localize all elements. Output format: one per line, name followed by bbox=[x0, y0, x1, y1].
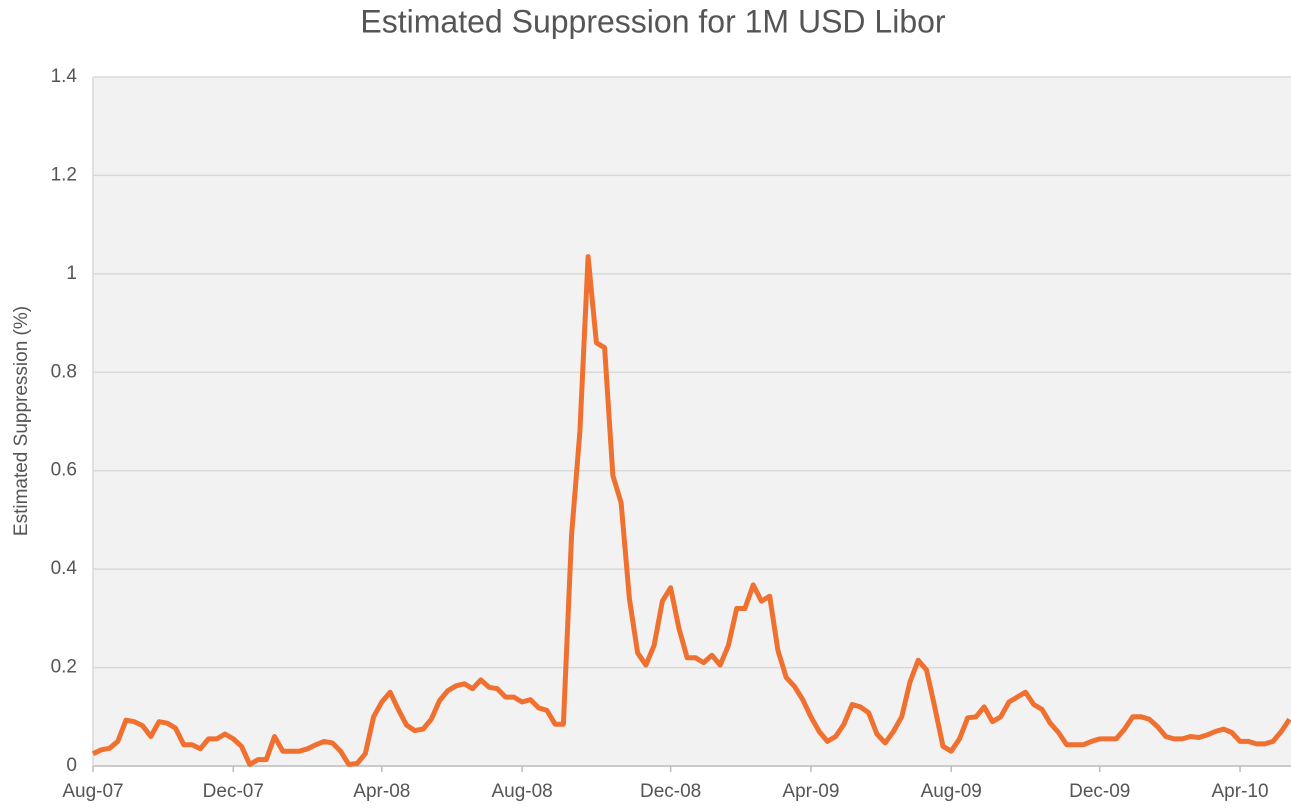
x-tick-label: Dec-07 bbox=[203, 781, 264, 802]
y-tick-label: 0.4 bbox=[51, 558, 78, 579]
plot-area bbox=[93, 77, 1291, 766]
y-tick-label: 0.6 bbox=[51, 460, 77, 481]
x-tick-label: Apr-10 bbox=[1212, 781, 1269, 802]
x-tick-label: Aug-09 bbox=[921, 781, 982, 802]
chart-title: Estimated Suppression for 1M USD Libor bbox=[360, 3, 945, 39]
y-tick-label: 0.2 bbox=[51, 657, 77, 678]
y-axis-label: Estimated Suppression (%) bbox=[11, 306, 32, 536]
y-tick-label: 0.8 bbox=[51, 361, 77, 382]
y-tick-label: 0 bbox=[66, 755, 77, 776]
y-tick-label: 1 bbox=[66, 263, 77, 284]
x-tick-label: Apr-08 bbox=[353, 781, 410, 802]
x-tick-label: Dec-09 bbox=[1069, 781, 1130, 802]
x-tick-label: Dec-08 bbox=[640, 781, 701, 802]
x-tick-label: Aug-08 bbox=[491, 781, 552, 802]
y-tick-label: 1.4 bbox=[51, 66, 78, 87]
data-line bbox=[91, 254, 1291, 767]
y-tick-label: 1.2 bbox=[51, 164, 77, 185]
x-tick-label: Aug-07 bbox=[62, 781, 123, 802]
x-tick-label: Apr-09 bbox=[782, 781, 839, 802]
